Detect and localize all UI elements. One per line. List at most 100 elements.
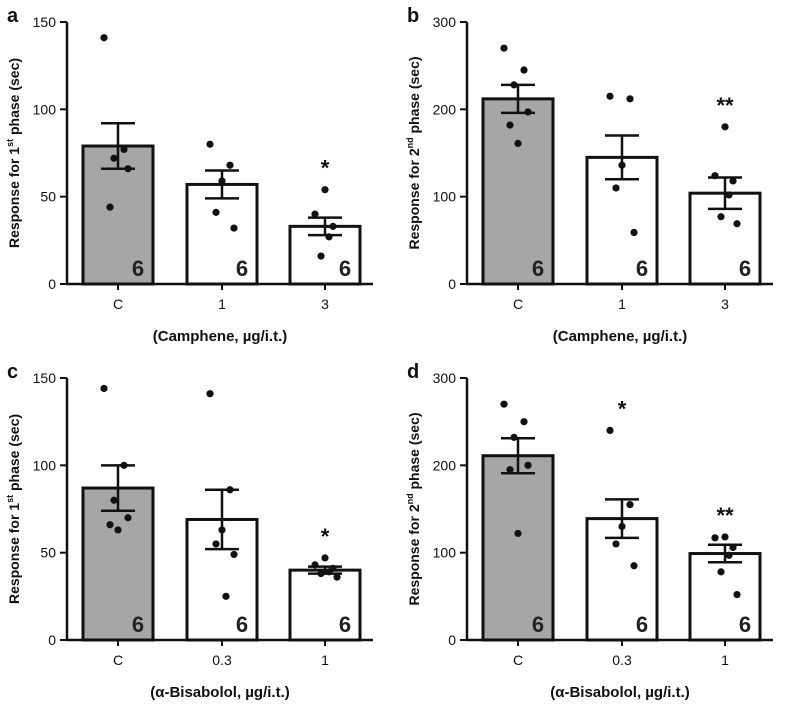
y-tick-label: 150 — [33, 370, 57, 386]
x-tick-label: C — [513, 296, 523, 312]
panel-d: d 6 C 6 * 0.3 6 ** 1 0 100 200 300 (α-Bisabolol, µg/i… — [400, 356, 800, 712]
y-axis-title-part: Response for 1 — [6, 147, 22, 248]
data-point — [100, 34, 108, 42]
y-tick-label: 0 — [48, 276, 56, 292]
data-point — [721, 123, 729, 131]
data-point — [733, 220, 741, 228]
y-tick-label: 0 — [448, 276, 456, 292]
y-axis-title-superscript: nd — [405, 493, 415, 504]
x-tick-label: 1 — [721, 652, 729, 668]
data-point — [725, 551, 733, 559]
data-point — [626, 95, 634, 103]
significance-label: * — [618, 396, 627, 421]
x-tick-label: 1 — [618, 296, 626, 312]
panel-letter: b — [407, 5, 419, 27]
data-point — [321, 186, 329, 194]
y-tick-label: 100 — [433, 189, 457, 205]
y-tick-label: 50 — [40, 545, 56, 561]
data-point — [514, 139, 522, 147]
data-point — [514, 529, 522, 538]
x-axis-title: (α-Bisabolol, µg/i.t.) — [150, 684, 290, 701]
y-tick-label: 100 — [33, 457, 57, 473]
data-point — [721, 533, 729, 541]
data-point — [206, 140, 214, 148]
data-point — [325, 568, 333, 576]
data-point — [618, 161, 626, 169]
y-axis-title: Response for 1st phase (sec) — [5, 414, 22, 604]
x-axis-title: (Camphene, µg/i.t.) — [153, 328, 287, 345]
data-point — [520, 418, 528, 426]
n-label: 6 — [339, 612, 351, 637]
data-point — [106, 521, 114, 529]
panel-b: b 6 C 6 1 6 ** 3 0 100 200 300 (Camphene, µg/i.t.) Re… — [400, 0, 800, 356]
data-point — [612, 184, 620, 192]
data-point — [124, 165, 132, 173]
data-point — [717, 213, 725, 221]
data-point — [230, 224, 238, 232]
n-label: 6 — [132, 612, 144, 637]
bar-C — [481, 454, 555, 642]
y-axis-title-superscript: st — [5, 139, 15, 147]
x-axis-title: (Camphene, µg/i.t.) — [553, 328, 687, 345]
data-point — [506, 121, 514, 129]
x-tick-label: 1 — [321, 652, 329, 668]
y-axis-title-superscript: nd — [405, 137, 415, 148]
data-point — [626, 501, 634, 509]
data-point — [100, 384, 108, 393]
data-point — [729, 177, 737, 185]
data-point — [524, 108, 532, 116]
n-label: 6 — [236, 256, 248, 281]
panel-letter: c — [7, 361, 18, 383]
data-point — [218, 177, 226, 185]
data-point — [325, 233, 333, 241]
data-point — [218, 526, 226, 534]
data-point — [110, 154, 118, 162]
y-tick-label: 200 — [433, 457, 457, 473]
data-point — [226, 486, 234, 494]
panel-a: a 6 C 6 1 6 * 3 0 50 100 150 (Camphene, µg/i.t.) Resp… — [0, 0, 400, 356]
significance-label: ** — [716, 93, 734, 118]
data-point — [311, 210, 319, 218]
y-axis-title-part: Response for 2 — [406, 148, 422, 249]
data-point — [120, 145, 128, 154]
y-axis-title-part: phase (sec) — [6, 58, 22, 139]
n-label: 6 — [636, 256, 648, 281]
n-label: 6 — [339, 256, 351, 281]
data-point — [206, 390, 214, 398]
panel-c: c 6 C 6 0.3 6 * 1 0 50 100 150 (α-Bisabolol, µg/i.t.… — [0, 356, 400, 712]
significance-label: ** — [716, 503, 734, 528]
data-point — [733, 590, 741, 599]
data-point — [510, 81, 518, 89]
n-label: 6 — [236, 612, 248, 637]
data-point — [321, 554, 329, 562]
n-label: 6 — [739, 256, 751, 281]
y-axis-title-part: Response for 2 — [406, 504, 422, 605]
data-point — [506, 466, 514, 474]
data-point — [114, 526, 122, 534]
data-point — [711, 172, 719, 180]
x-tick-label: 0.3 — [612, 652, 632, 668]
data-point — [317, 570, 325, 578]
x-axis-title: (α-Bisabolol, µg/i.t.) — [550, 684, 690, 701]
y-axis-title: Response for 1st phase (sec) — [5, 58, 22, 248]
n-label: 6 — [636, 612, 648, 637]
y-tick-label: 0 — [448, 632, 456, 648]
data-point — [500, 44, 508, 52]
y-axis-title-part: Response for 1 — [6, 503, 22, 604]
y-tick-label: 200 — [433, 101, 457, 117]
significance-label: * — [321, 156, 330, 181]
y-axis-title-superscript: st — [5, 495, 15, 503]
x-tick-label: C — [113, 652, 123, 668]
data-point — [317, 252, 325, 260]
x-tick-label: C — [113, 296, 123, 312]
y-axis-title-part: phase (sec) — [406, 56, 422, 137]
data-point — [311, 561, 319, 569]
data-point — [212, 540, 220, 548]
data-point — [729, 543, 737, 552]
y-tick-label: 0 — [48, 632, 56, 648]
x-tick-label: 3 — [321, 296, 329, 312]
x-tick-label: C — [513, 652, 523, 668]
data-point — [630, 228, 638, 237]
